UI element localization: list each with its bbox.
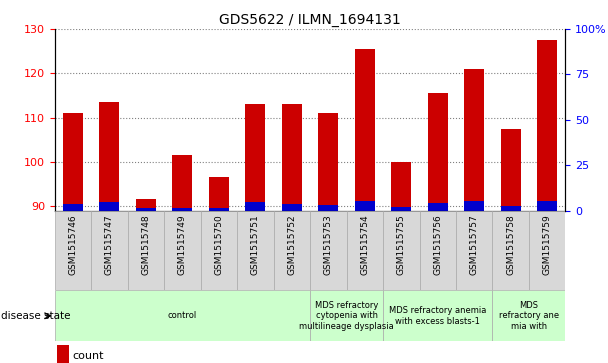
Bar xyxy=(209,178,229,211)
Text: GSM1515759: GSM1515759 xyxy=(543,215,551,275)
Bar xyxy=(172,155,192,211)
Bar xyxy=(464,69,484,211)
Text: MDS refractory anemia
with excess blasts-1: MDS refractory anemia with excess blasts… xyxy=(389,306,486,326)
Bar xyxy=(537,201,557,211)
FancyBboxPatch shape xyxy=(492,211,529,290)
Text: MDS refractory
cytopenia with
multilineage dysplasia: MDS refractory cytopenia with multilinea… xyxy=(299,301,394,331)
Bar xyxy=(63,204,83,211)
Text: GSM1515749: GSM1515749 xyxy=(178,215,187,275)
Bar xyxy=(427,203,447,211)
Text: GSM1515754: GSM1515754 xyxy=(361,215,369,275)
Bar xyxy=(282,204,302,211)
Text: GSM1515751: GSM1515751 xyxy=(251,215,260,275)
Text: GSM1515758: GSM1515758 xyxy=(506,215,515,275)
Bar xyxy=(391,162,411,211)
FancyBboxPatch shape xyxy=(492,290,565,341)
Text: disease state: disease state xyxy=(1,311,70,321)
Bar xyxy=(245,104,265,211)
Text: count: count xyxy=(72,351,104,361)
Text: GSM1515757: GSM1515757 xyxy=(470,215,478,275)
FancyBboxPatch shape xyxy=(383,211,420,290)
Bar xyxy=(99,102,119,211)
FancyBboxPatch shape xyxy=(420,211,456,290)
Bar xyxy=(354,49,375,211)
Title: GDS5622 / ILMN_1694131: GDS5622 / ILMN_1694131 xyxy=(219,13,401,26)
Bar xyxy=(427,93,447,211)
FancyBboxPatch shape xyxy=(128,211,164,290)
Text: GSM1515755: GSM1515755 xyxy=(397,215,406,275)
FancyBboxPatch shape xyxy=(201,211,237,290)
FancyBboxPatch shape xyxy=(310,211,347,290)
Bar xyxy=(209,208,229,211)
Bar xyxy=(57,345,69,363)
Text: MDS
refractory ane
mia with: MDS refractory ane mia with xyxy=(499,301,559,331)
Bar xyxy=(500,206,520,211)
Bar xyxy=(318,113,338,211)
FancyBboxPatch shape xyxy=(347,211,383,290)
Text: GSM1515746: GSM1515746 xyxy=(69,215,77,275)
Bar xyxy=(354,201,375,211)
FancyBboxPatch shape xyxy=(91,211,128,290)
FancyBboxPatch shape xyxy=(55,290,310,341)
FancyBboxPatch shape xyxy=(383,290,492,341)
Text: GSM1515748: GSM1515748 xyxy=(142,215,150,275)
Bar xyxy=(537,40,557,211)
Text: GSM1515752: GSM1515752 xyxy=(288,215,296,275)
Bar xyxy=(318,205,338,211)
Bar xyxy=(464,201,484,211)
FancyBboxPatch shape xyxy=(456,211,492,290)
Text: GSM1515756: GSM1515756 xyxy=(434,215,442,275)
Bar xyxy=(136,208,156,211)
FancyBboxPatch shape xyxy=(55,211,91,290)
Bar xyxy=(172,208,192,211)
Text: control: control xyxy=(168,311,197,320)
Bar xyxy=(99,203,119,211)
FancyBboxPatch shape xyxy=(274,211,310,290)
Bar xyxy=(500,129,520,211)
Bar xyxy=(136,200,156,211)
FancyBboxPatch shape xyxy=(164,211,201,290)
Bar xyxy=(282,104,302,211)
Text: GSM1515753: GSM1515753 xyxy=(324,215,333,275)
FancyBboxPatch shape xyxy=(529,211,565,290)
FancyBboxPatch shape xyxy=(310,290,383,341)
FancyBboxPatch shape xyxy=(237,211,274,290)
Bar xyxy=(63,113,83,211)
Text: GSM1515750: GSM1515750 xyxy=(215,215,223,275)
Text: GSM1515747: GSM1515747 xyxy=(105,215,114,275)
Bar xyxy=(245,203,265,211)
Bar xyxy=(391,207,411,211)
